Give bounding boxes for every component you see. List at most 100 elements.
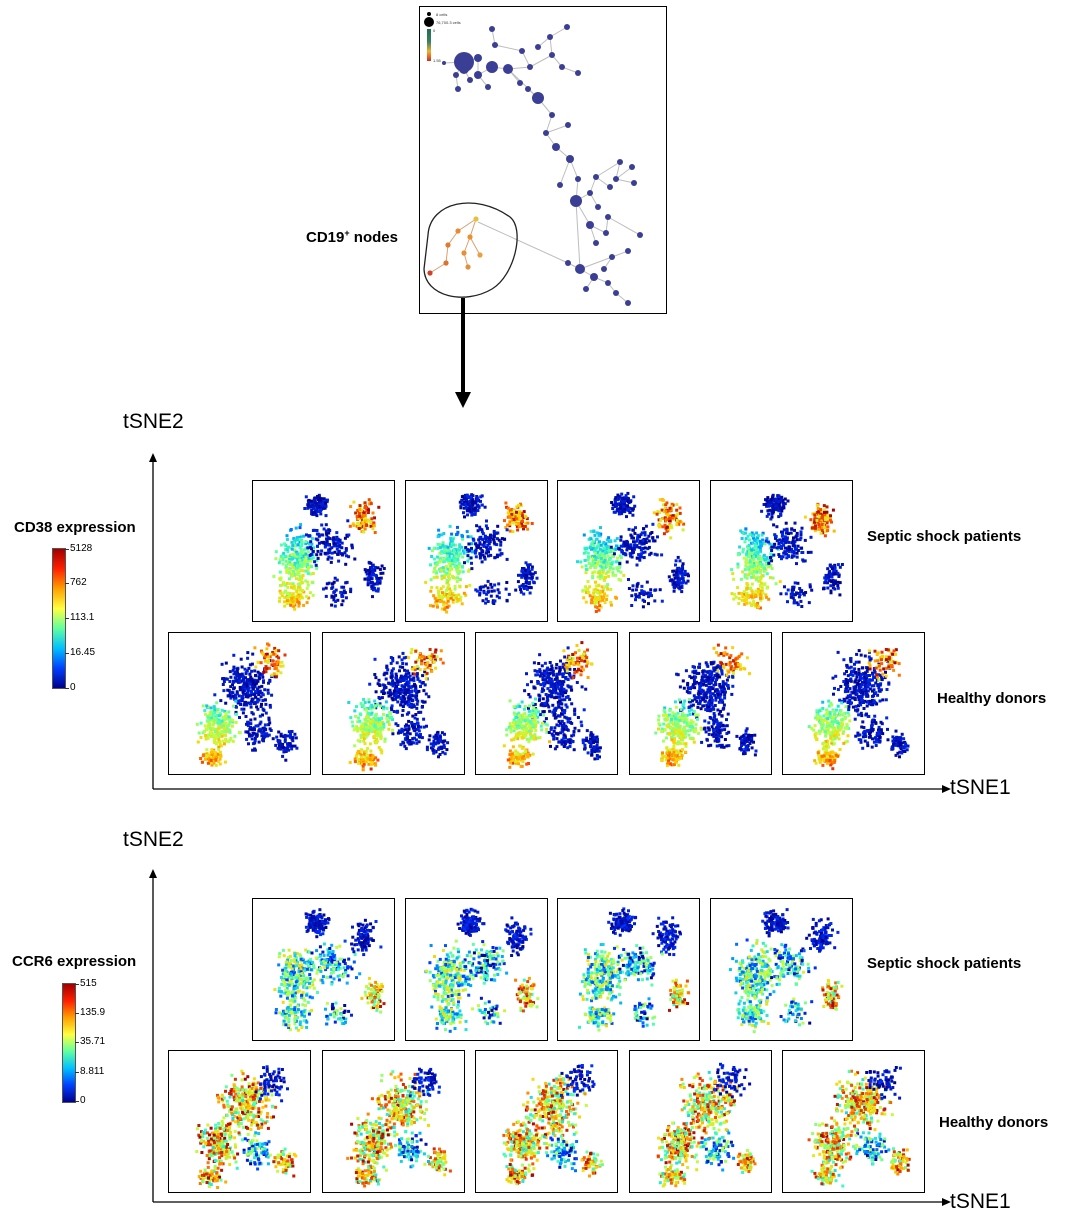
cell-point [598, 540, 601, 543]
cell-point [295, 747, 298, 750]
cell-point [564, 703, 567, 706]
cell-point [644, 531, 647, 534]
cell-point [666, 513, 669, 516]
cell-point [433, 576, 436, 579]
cell-point [656, 513, 659, 516]
cell-point [253, 742, 256, 745]
cell-point [632, 495, 635, 498]
cell-point [795, 591, 798, 594]
cell-point [421, 706, 424, 709]
cell-point [360, 734, 363, 737]
cell-point [280, 661, 283, 664]
cell-point [629, 511, 632, 514]
cell-point [548, 710, 551, 713]
cell-point [267, 692, 270, 695]
cell-point [753, 564, 756, 567]
cell-point [277, 656, 280, 659]
cell-point [754, 539, 757, 542]
cell-point [826, 529, 829, 532]
cell-point [597, 596, 600, 599]
cell-point [619, 507, 622, 510]
cell-point [801, 551, 804, 554]
cell-point [341, 554, 344, 557]
cell-point [568, 673, 571, 676]
cell-point [357, 739, 360, 742]
cell-point [231, 725, 234, 728]
cell-point [471, 550, 474, 553]
cell-point [463, 552, 466, 555]
cell-point [594, 581, 597, 584]
cell-point [745, 598, 748, 601]
cell-point [270, 663, 273, 666]
cell-point [628, 508, 631, 511]
cell-point [279, 558, 282, 561]
cell-point [446, 579, 449, 582]
cell-point [257, 730, 260, 733]
cell-point [782, 539, 785, 542]
cell-point [509, 699, 512, 702]
cell-point [443, 733, 446, 736]
cell-point [468, 584, 471, 587]
cell-point [281, 755, 284, 758]
cell-point [416, 718, 419, 721]
cell-point [396, 724, 399, 727]
tree-edge [495, 45, 522, 51]
cell-point [238, 731, 241, 734]
cell-point [205, 748, 208, 751]
cell-point [825, 511, 828, 514]
cell-point [380, 736, 383, 739]
cell-point [249, 683, 252, 686]
cell-point [542, 689, 545, 692]
cell-point [284, 555, 287, 558]
cell-point [469, 496, 472, 499]
cell-point [401, 730, 404, 733]
cell-point [777, 500, 780, 503]
cell-point [764, 593, 767, 596]
cell-point [598, 572, 601, 575]
cell-point [347, 534, 350, 537]
cell-point [752, 555, 755, 558]
cell-point [407, 676, 410, 679]
cell-point [309, 554, 312, 557]
tsne-panel [322, 632, 465, 775]
cell-point [563, 709, 566, 712]
cell-point [526, 563, 529, 566]
cell-point [272, 737, 275, 740]
cell-point [558, 696, 561, 699]
cell-point [229, 685, 232, 688]
cell-point [437, 595, 440, 598]
cell-point [462, 570, 465, 573]
cell-point [493, 584, 496, 587]
cell-point [365, 736, 368, 739]
cell-point [644, 546, 647, 549]
cell-point [424, 668, 427, 671]
cell-point [214, 717, 217, 720]
cell-point [462, 511, 465, 514]
cell-point [787, 589, 790, 592]
cell-point [278, 597, 281, 600]
cell-point [275, 736, 278, 739]
s1-cb-tick: 113.1 [70, 612, 94, 623]
cell-point [293, 585, 296, 588]
cell-point [649, 588, 652, 591]
cell-point [508, 520, 511, 523]
cell-point [379, 568, 382, 571]
cell-point [804, 539, 807, 542]
cell-point [295, 590, 298, 593]
s1-cb-tick: 0 [70, 682, 76, 693]
s1-colorbar [52, 548, 66, 689]
cell-point [315, 553, 318, 556]
cell-point [531, 576, 534, 579]
cell-point [285, 571, 288, 574]
cell-point [767, 562, 770, 565]
cell-point [364, 728, 367, 731]
cell-point [757, 591, 760, 594]
tree-node [565, 122, 571, 128]
cell-point [499, 544, 502, 547]
cell-point [630, 594, 633, 597]
cell-point [370, 763, 373, 766]
tsne-panel [557, 480, 700, 622]
cell-point [385, 717, 388, 720]
cell-point [458, 565, 461, 568]
cell-point [677, 556, 680, 559]
